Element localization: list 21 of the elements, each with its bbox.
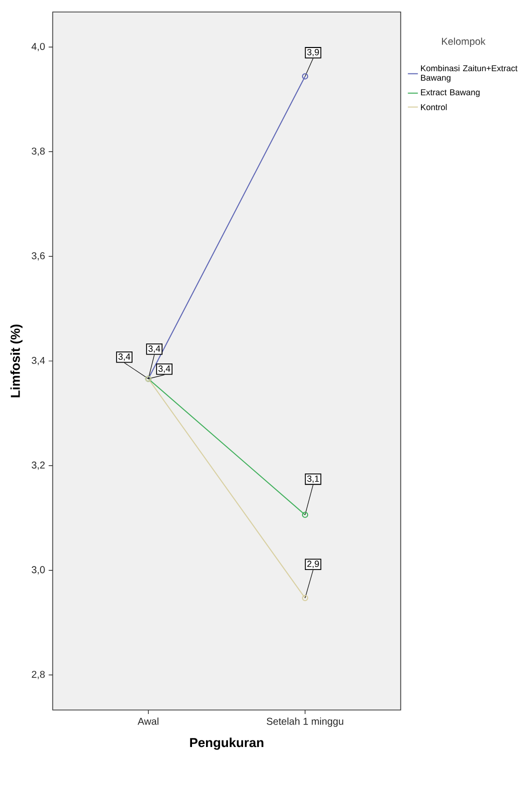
legend-title: Kelompok — [442, 38, 486, 47]
x-tick-label: Setelah 1 minggu — [266, 718, 344, 727]
x-axis-title: Pengukuran — [190, 738, 264, 750]
data-label: 3,1 — [307, 475, 319, 483]
data-label: 3,4 — [118, 353, 130, 361]
y-tick-label: 3,0 — [32, 566, 45, 574]
y-tick-label: 3,2 — [32, 462, 45, 470]
legend-label: Kombinasi Zaitun+Extract Bawang — [421, 65, 518, 82]
y-tick-label: 3,8 — [32, 148, 45, 156]
data-label: 2,9 — [307, 560, 319, 568]
legend-label: Extract Bawang — [421, 89, 480, 97]
legend-label: Kontrol — [421, 104, 447, 110]
y-axis-title: Limfosit (%) — [10, 324, 22, 398]
y-tick-label: 3,4 — [32, 356, 45, 366]
y-tick-label: 2,8 — [32, 670, 45, 680]
data-label: 3,9 — [307, 48, 319, 56]
x-tick-label: Awal — [138, 718, 158, 725]
y-tick-label: 4,0 — [32, 42, 45, 52]
data-label: 3,4 — [148, 345, 160, 353]
data-label: 3,4 — [158, 365, 170, 373]
y-tick-label: 3,6 — [32, 252, 45, 260]
